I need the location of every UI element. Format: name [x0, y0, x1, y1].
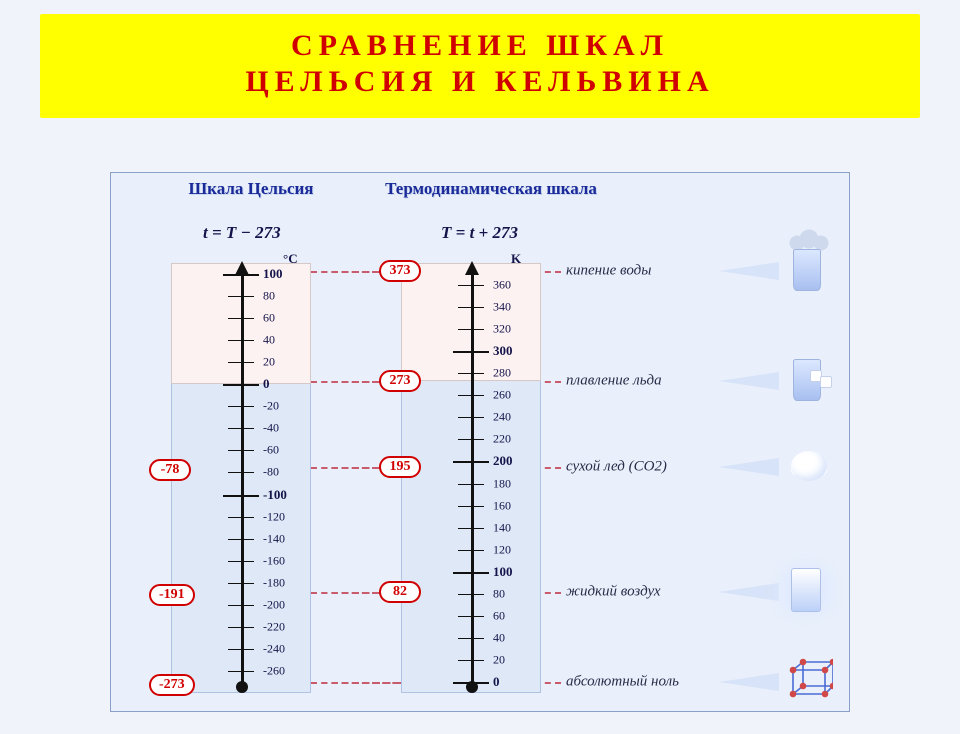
tick-label: -20 [263, 399, 279, 414]
tick-label: -140 [263, 531, 285, 546]
tick-label: -60 [263, 443, 279, 458]
reference-label: сухой лед (СО2) [566, 458, 667, 475]
title-banner: СРАВНЕНИЕ ШКАЛ ЦЕЛЬСИЯ И КЕЛЬВИНА [40, 14, 920, 118]
reference-label: плавление льда [566, 372, 662, 389]
tick-label: 220 [493, 432, 511, 447]
tick-label: -240 [263, 641, 285, 656]
kelvin-badge: 373 [379, 260, 421, 282]
liquid-icon [779, 562, 839, 622]
kelvin-header: Термодинамическая шкала [381, 179, 601, 199]
title-line-1: СРАВНЕНИЕ ШКАЛ [50, 28, 910, 64]
tick-label: 180 [493, 476, 511, 491]
tick-label: -220 [263, 619, 285, 634]
tick-label: 280 [493, 366, 511, 381]
tick-label: -80 [263, 465, 279, 480]
tick-label: -260 [263, 663, 285, 678]
celsius-scale: 100 0 -100 80 60 40 20 -20 -40 -60 -80 -120 -140 -160… [171, 263, 311, 693]
tick-label: -120 [263, 509, 285, 524]
tick-label: 40 [493, 630, 505, 645]
tick-label: 120 [493, 542, 511, 557]
ice-icon [779, 351, 839, 411]
kelvin-badge: 82 [379, 581, 421, 603]
tick-label: -180 [263, 575, 285, 590]
tick-label: -160 [263, 553, 285, 568]
kelvin-formula: T = t + 273 [441, 223, 518, 243]
tick-label: -200 [263, 597, 285, 612]
tick-label: 0 [263, 376, 270, 392]
reference-label: кипение воды [566, 262, 651, 279]
tick-label: 340 [493, 300, 511, 315]
kelvin-scale: 300 200 100 0 360 340 320 280 260 240 220 180 160 140… [401, 263, 541, 693]
celsius-formula: t = T − 273 [203, 223, 281, 243]
reference-label: абсолютный ноль [566, 673, 679, 690]
reference-label: жидкий воздух [566, 583, 661, 600]
tick-label: 20 [263, 355, 275, 370]
tick-label: 360 [493, 278, 511, 293]
lattice-icon [779, 652, 839, 712]
tick-label: -40 [263, 421, 279, 436]
comparison-chart: Шкала Цельсия Термодинамическая шкала t … [110, 172, 850, 712]
tick-label: 80 [263, 289, 275, 304]
boiling-icon [779, 241, 839, 301]
tick-label: 200 [493, 453, 513, 469]
tick-label: 300 [493, 343, 513, 359]
tick-label: 20 [493, 652, 505, 667]
kelvin-badge: 195 [379, 456, 421, 478]
tick-label: 0 [493, 674, 500, 690]
celsius-badge: -78 [149, 459, 191, 481]
title-line-2: ЦЕЛЬСИЯ И КЕЛЬВИНА [50, 64, 910, 100]
tick-label: 60 [263, 311, 275, 326]
tick-label: 100 [493, 564, 513, 580]
tick-label: 240 [493, 410, 511, 425]
tick-label: 140 [493, 520, 511, 535]
celsius-header: Шкала Цельсия [151, 179, 351, 199]
tick-label: -100 [263, 487, 287, 503]
tick-label: 80 [493, 586, 505, 601]
tick-label: 260 [493, 388, 511, 403]
tick-label: 320 [493, 322, 511, 337]
tick-label: 100 [263, 266, 283, 282]
tick-label: 40 [263, 333, 275, 348]
celsius-badge: -273 [149, 674, 195, 696]
dryice-icon [779, 437, 839, 497]
tick-label: 160 [493, 498, 511, 513]
kelvin-badge: 273 [379, 370, 421, 392]
celsius-badge: -191 [149, 584, 195, 606]
tick-label: 60 [493, 608, 505, 623]
